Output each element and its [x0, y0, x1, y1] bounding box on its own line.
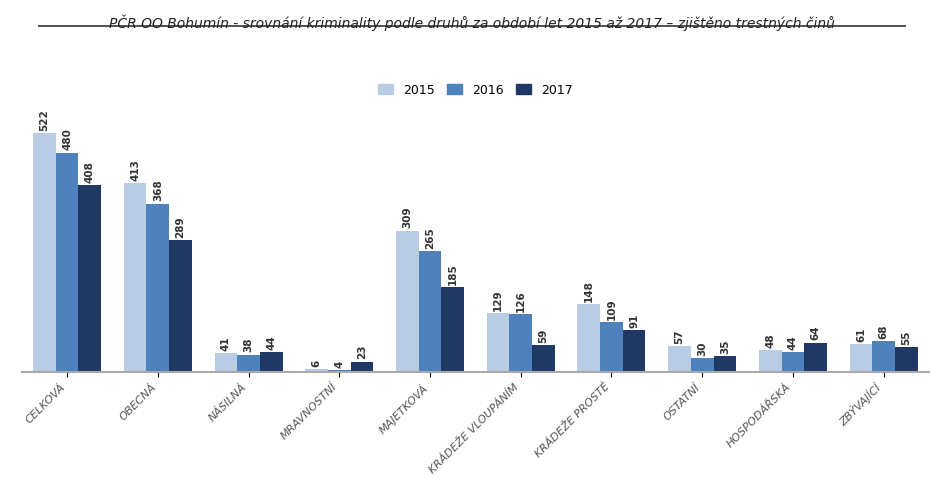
Text: 61: 61	[856, 327, 866, 342]
Bar	[78, 185, 101, 372]
Text: 35: 35	[720, 339, 730, 354]
Text: 129: 129	[493, 289, 503, 311]
Bar	[872, 341, 895, 372]
Text: 91: 91	[629, 314, 639, 328]
Bar	[396, 231, 418, 372]
Text: 309: 309	[402, 207, 413, 228]
Text: 48: 48	[766, 333, 775, 348]
Text: 408: 408	[85, 161, 94, 183]
Bar	[578, 304, 600, 372]
Bar	[56, 152, 78, 372]
Text: 126: 126	[515, 291, 526, 312]
Bar	[442, 288, 464, 372]
Text: 6: 6	[312, 360, 322, 367]
Bar	[804, 343, 827, 372]
Text: 109: 109	[606, 298, 616, 320]
Text: 368: 368	[153, 180, 162, 201]
Bar	[169, 240, 192, 372]
Text: 64: 64	[811, 326, 820, 341]
Bar	[487, 313, 510, 372]
Bar	[305, 369, 328, 372]
Bar	[350, 362, 373, 372]
Bar	[214, 353, 237, 372]
Text: PČR OO Bohumín - srovnání kriminality podle druhů za období let 2015 až 2017 – z: PČR OO Bohumín - srovnání kriminality po…	[110, 15, 834, 31]
Text: 522: 522	[40, 109, 49, 131]
Text: 55: 55	[902, 330, 911, 344]
Bar	[146, 204, 169, 372]
Text: 68: 68	[879, 324, 888, 339]
Text: 23: 23	[357, 345, 367, 359]
Text: 289: 289	[176, 216, 186, 238]
Bar	[33, 133, 56, 372]
Bar	[124, 183, 146, 372]
Bar	[759, 350, 782, 372]
Text: 59: 59	[538, 328, 548, 343]
Text: 185: 185	[447, 264, 458, 285]
Bar	[260, 352, 282, 372]
Text: 148: 148	[583, 280, 594, 302]
Text: 4: 4	[334, 361, 345, 368]
Bar	[510, 315, 532, 372]
Bar	[895, 347, 918, 372]
Bar	[691, 358, 714, 372]
Text: 38: 38	[244, 338, 254, 352]
Text: 44: 44	[266, 335, 277, 350]
Bar	[850, 344, 872, 372]
Bar	[623, 330, 646, 372]
Bar	[532, 345, 555, 372]
Bar	[237, 355, 260, 372]
Text: 265: 265	[425, 227, 435, 248]
Text: 413: 413	[130, 159, 140, 181]
Text: 44: 44	[788, 335, 798, 350]
Text: 41: 41	[221, 336, 231, 351]
Bar	[782, 352, 804, 372]
Bar	[328, 370, 350, 372]
Legend: 2015, 2016, 2017: 2015, 2016, 2017	[373, 78, 578, 101]
Bar	[668, 346, 691, 372]
Text: 480: 480	[62, 128, 72, 150]
Text: 30: 30	[698, 342, 707, 356]
Bar	[600, 322, 623, 372]
Text: 57: 57	[675, 329, 684, 343]
Bar	[714, 356, 736, 372]
Bar	[418, 251, 442, 372]
